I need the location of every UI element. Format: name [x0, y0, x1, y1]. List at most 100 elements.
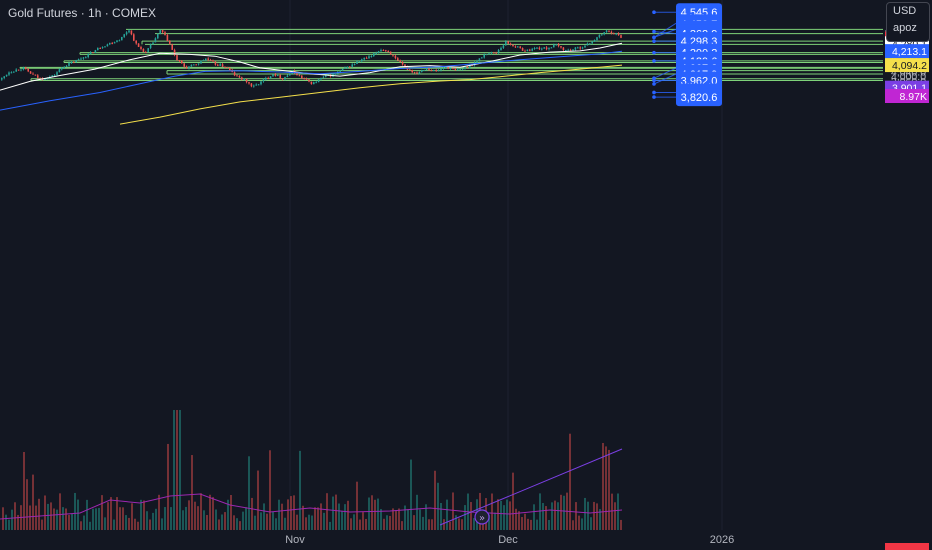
scale-settings-box[interactable]: USD apoz [886, 2, 930, 42]
volume-bar [146, 511, 148, 530]
candle [255, 84, 257, 86]
volume-bar [260, 512, 262, 530]
volume-bar [290, 496, 292, 530]
volume-bar [167, 443, 169, 530]
candle [154, 38, 157, 43]
volume-bar [80, 521, 82, 530]
candle [445, 66, 447, 68]
volume-bar [206, 515, 208, 530]
volume-bar [395, 510, 397, 530]
candle [524, 50, 526, 52]
candle [188, 66, 190, 69]
volume-bar [98, 507, 100, 530]
volume-bar [488, 514, 490, 530]
volume-bar [353, 514, 355, 530]
volume-bar [329, 521, 331, 530]
candle [365, 57, 368, 59]
volume-bar [77, 499, 79, 530]
candle [229, 67, 231, 71]
candle [56, 72, 58, 75]
volume-bar [449, 521, 451, 530]
candle [517, 46, 519, 48]
target-connector [653, 31, 677, 35]
candle [545, 47, 548, 50]
candle [308, 79, 310, 82]
volume-bar [8, 519, 10, 530]
candle [493, 52, 495, 54]
candle [490, 52, 493, 54]
candle [385, 50, 387, 52]
candle [562, 47, 565, 51]
candle [106, 44, 109, 47]
scale-mode-label[interactable]: apoz [893, 22, 917, 34]
volume-bar [239, 521, 241, 530]
volume-bar [563, 495, 565, 530]
target-dot [652, 10, 656, 15]
volume-bar [548, 520, 550, 530]
candle [269, 76, 272, 79]
candle [27, 68, 29, 72]
volume-bar [200, 493, 202, 530]
candle [8, 72, 10, 75]
candle [620, 35, 622, 38]
candle [113, 42, 116, 44]
candle [605, 30, 608, 33]
candle [457, 69, 459, 71]
volume-bar [536, 519, 538, 530]
candle [145, 51, 147, 53]
jump-to-realtime-icon[interactable] [474, 509, 490, 525]
candle [197, 63, 200, 65]
x-tick-label: Nov [285, 534, 305, 546]
volume-bar [122, 507, 124, 530]
volume-bar [314, 507, 316, 530]
candle [341, 68, 344, 71]
volume-bar [464, 505, 466, 530]
candle [142, 48, 145, 52]
candle [466, 66, 469, 68]
x-tick-label: Dec [498, 534, 518, 546]
volume-bar [416, 494, 418, 530]
candle [58, 69, 61, 73]
candle [368, 56, 370, 59]
candle [185, 66, 188, 69]
candle [89, 52, 92, 55]
candle [274, 74, 277, 76]
candle [224, 66, 226, 68]
candle [99, 48, 101, 50]
candle [281, 78, 284, 80]
volume-bar [521, 517, 523, 530]
candle [399, 60, 401, 63]
candle [250, 83, 253, 87]
candle [447, 66, 449, 69]
candle [613, 33, 615, 35]
candle [500, 47, 502, 50]
target-label-text: 3,820.6 [681, 92, 718, 104]
candle [183, 63, 185, 67]
volume-bar [398, 508, 400, 530]
volume-bar [155, 508, 157, 530]
candle [236, 75, 238, 77]
candle [353, 63, 356, 65]
candle [238, 75, 241, 78]
volume-bar [461, 519, 463, 530]
volume-bar [197, 506, 199, 530]
volume-bar [257, 470, 259, 530]
target-label[interactable] [676, 88, 722, 107]
volume-bar [512, 472, 514, 530]
candle [442, 67, 445, 69]
volume-bar [269, 450, 271, 530]
volume-bar [23, 452, 25, 530]
candle [380, 49, 382, 52]
candle [452, 68, 454, 70]
volume-bar [236, 518, 238, 530]
candle [521, 47, 524, 51]
currency-label[interactable]: USD [893, 5, 917, 17]
volume-bar [308, 514, 310, 530]
candle [596, 37, 598, 41]
candle [61, 67, 63, 70]
candle [394, 55, 397, 59]
candle [591, 41, 593, 44]
candle [305, 78, 308, 80]
